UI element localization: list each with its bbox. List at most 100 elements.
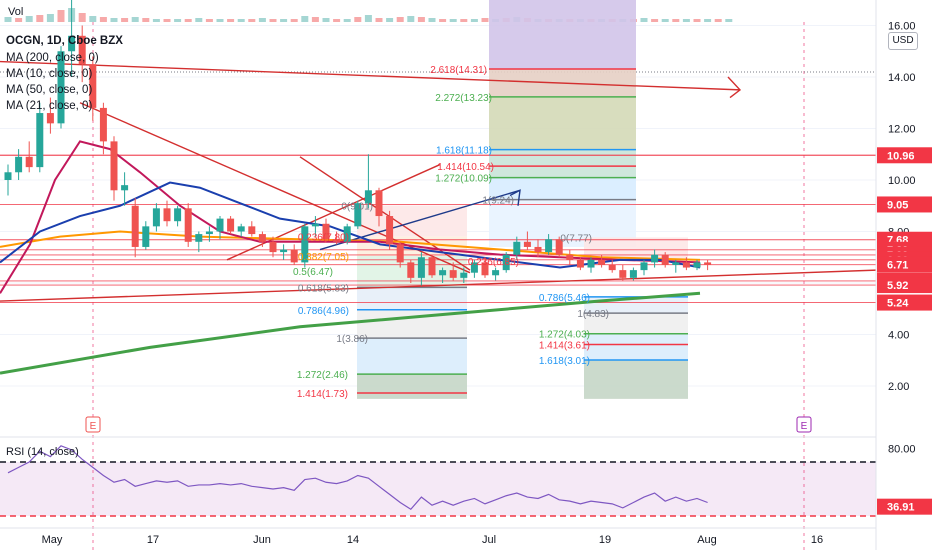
candle-body [523,241,531,247]
candle-body [608,264,616,271]
indicator-ma21[interactable]: MA (21, close, 0) [6,100,93,112]
candle-body [152,208,160,227]
candle-body [227,218,235,232]
volume-bar [640,18,648,22]
candle-body [163,208,171,222]
volume-bar [36,15,44,22]
fib-zone [584,333,688,360]
rsi-label[interactable]: RSI (14, close) [6,446,79,458]
indicator-ma10[interactable]: MA (10, close, 0) [6,68,93,80]
candle-body [534,246,542,253]
fib-label: 1(3.86) [336,334,368,345]
volume-bar [163,19,171,22]
ma-21-line [0,140,701,294]
candle-body [364,190,372,204]
candle-body [672,262,680,265]
volume-bar [354,17,362,22]
candle-body [629,270,637,278]
fib-zone [357,374,467,399]
fib-zone [489,149,636,178]
volume-bar [343,19,351,22]
y-tick-label: 2.00 [888,381,909,393]
candle-body [502,254,510,271]
volume-bar [280,19,288,22]
fib-zone [357,287,467,310]
volume-bar [248,19,256,22]
volume-bar [216,19,224,22]
candle-body [555,239,563,255]
volume-bar [4,17,12,22]
candle-body [269,241,277,253]
candle-body [407,262,415,278]
volume-bar [439,19,447,22]
trend-arrow-head [727,76,742,99]
candle-body [682,262,690,268]
volume-label: Vol [8,6,24,18]
rsi-axis-label: 80.00 [888,444,916,456]
candle-body [619,270,627,278]
y-tick-label: 4.00 [888,330,909,342]
candle-body [174,208,182,222]
volume-bar [322,18,330,22]
fib-label: 0.786(5.46) [539,293,590,304]
volume-bar [15,18,23,22]
rsi-value-label: 36.91 [887,502,915,514]
volume-bar [407,16,415,22]
fib-zone [489,0,636,70]
fib-label: 0.382(7.05) [298,252,349,263]
y-tick-label: 12.00 [888,124,916,136]
symbol-title[interactable]: OCGN, 1D, Cboe BZX [6,35,123,47]
currency-button[interactable]: USD [888,32,918,50]
candle-body [301,226,309,263]
volume-bar [386,18,394,22]
volume-bar [205,19,213,22]
y-tick-label: 16.00 [888,21,916,33]
candle-body [46,113,54,124]
volume-bar [417,17,425,22]
earnings-marker-label: E [801,421,808,432]
candle-body [449,270,457,278]
trend-arrow-head [509,189,521,206]
candle-body [216,218,224,232]
indicator-ma200[interactable]: MA (200, close, 0) [6,52,99,64]
x-tick-label: Jun [253,534,271,546]
price-tag-label: 9.05 [887,199,908,211]
price-tag [877,147,932,164]
volume-bar [661,19,669,22]
candle-body [89,64,97,108]
indicator-ma50[interactable]: MA (50, close, 0) [6,84,93,96]
candle-body [25,156,33,168]
volume-bar [258,18,266,22]
volume-bar [364,15,372,22]
volume-bar [184,19,192,22]
price-tag-label: 10.96 [887,150,915,162]
rsi-pane [0,445,876,517]
volume-bar [301,16,309,22]
volume-bar [57,10,65,22]
x-tick-label: 16 [811,534,823,546]
candle-body [99,107,107,142]
fib-label: 1.272(2.46) [297,370,348,381]
volume-bar [672,19,680,22]
price-tag-label: 5.92 [887,280,908,292]
candle-body [333,239,341,242]
fib-zone [489,177,636,200]
x-tick-label: 14 [347,534,359,546]
candle-body [576,259,584,268]
fib-label: 1.414(3.61) [539,341,590,352]
fib-zone [489,96,636,150]
fib-label: 1(9.24) [482,196,514,207]
fib-label: 0.786(4.96) [298,306,349,317]
candle-body [121,185,129,191]
volume-bar [375,18,383,22]
candle-body [460,272,468,278]
candle-body [248,226,256,235]
volume-bar [89,16,97,22]
candle-body [587,259,595,268]
volume-bar [396,17,404,22]
volume-bar [682,19,690,22]
fib-zone [584,313,688,334]
volume-bar [725,19,733,22]
